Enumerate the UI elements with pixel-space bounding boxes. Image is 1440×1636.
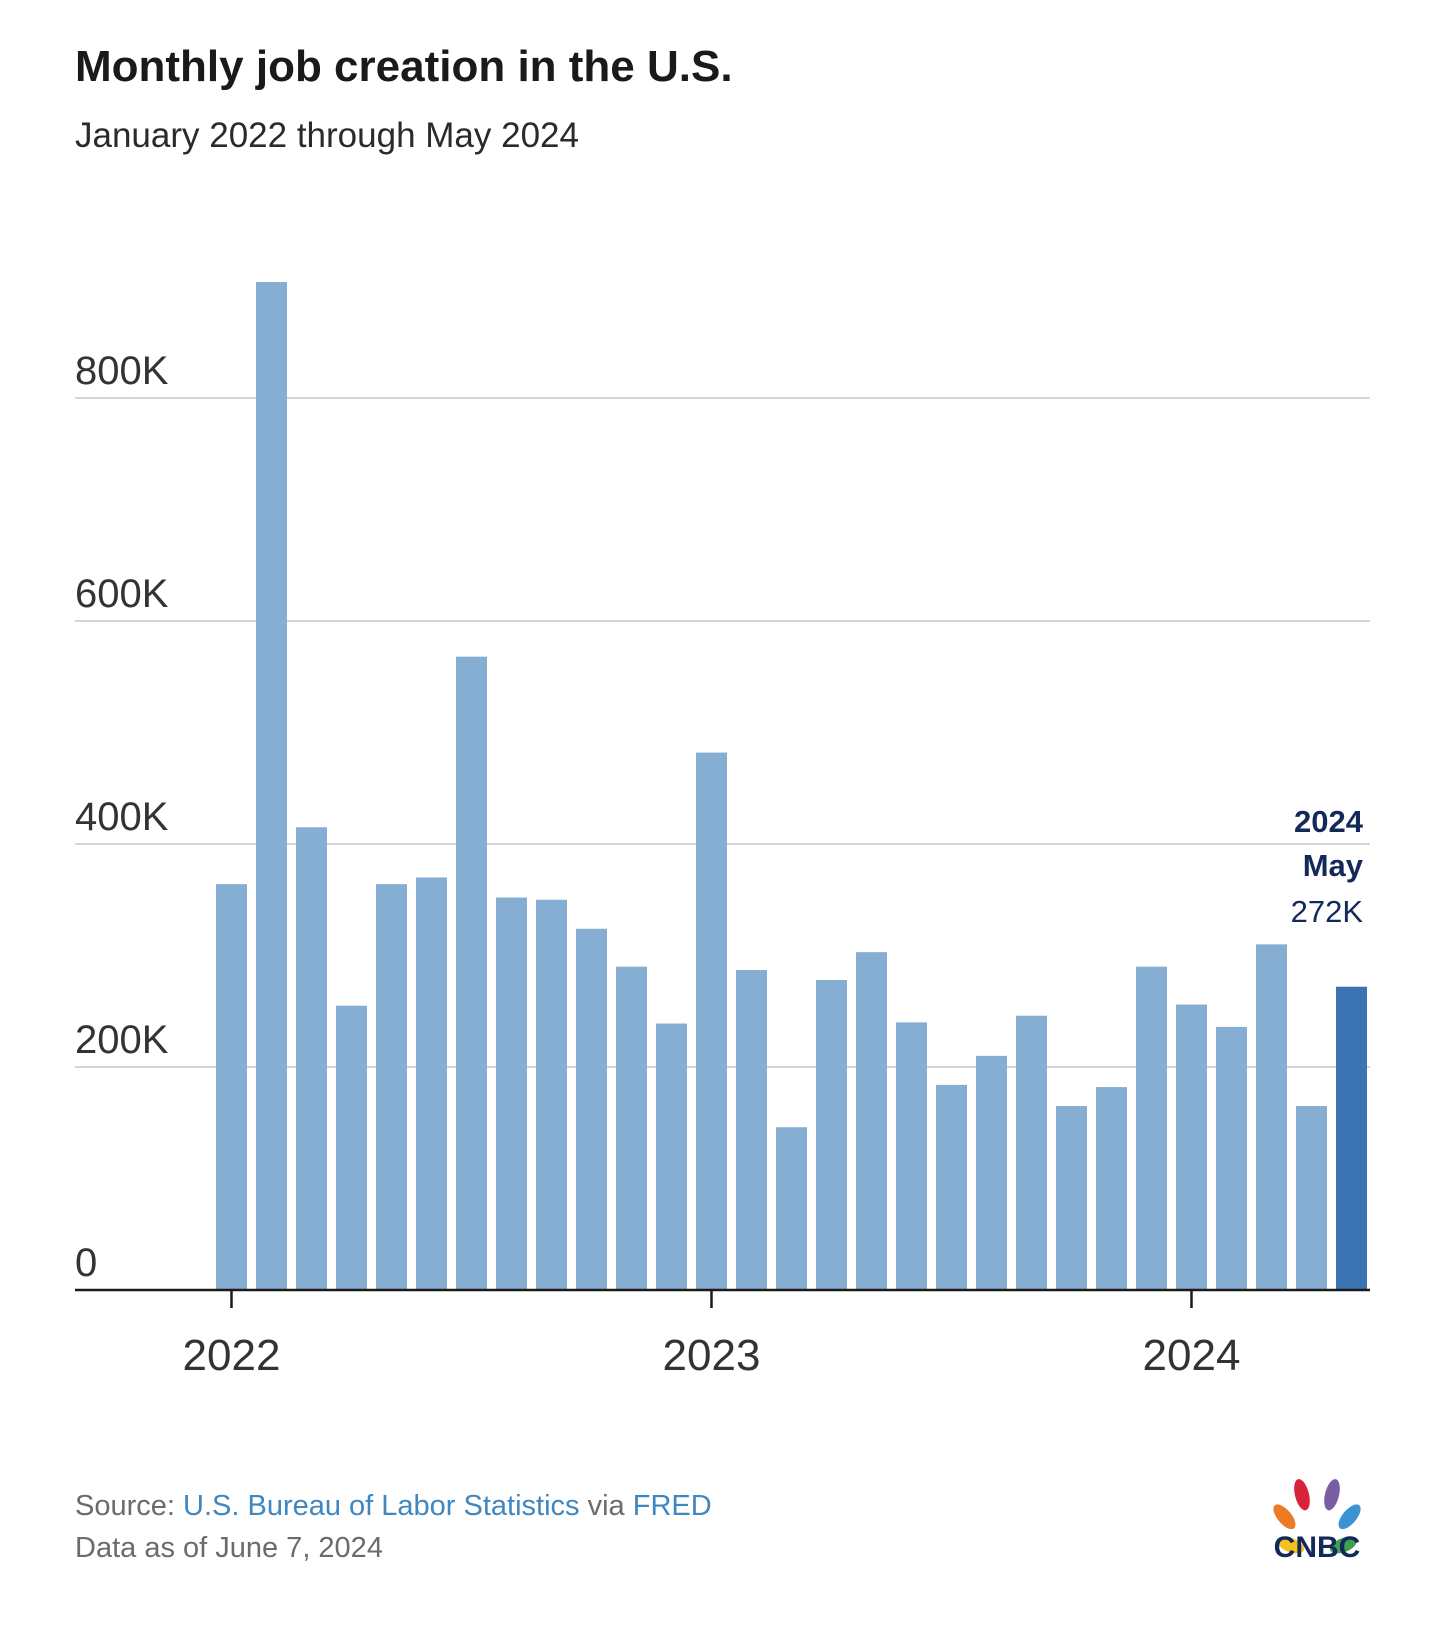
bar-jun-2022 xyxy=(416,877,447,1290)
bar-apr-2023 xyxy=(816,980,847,1290)
bar-mar-2024 xyxy=(1256,944,1287,1290)
bar-jul-2022 xyxy=(456,656,487,1290)
bar-apr-2022 xyxy=(336,1005,367,1290)
data-date: Data as of June 7, 2024 xyxy=(75,1532,383,1564)
bar-oct-2023 xyxy=(1056,1106,1087,1290)
bar-nov-2023 xyxy=(1096,1087,1127,1290)
chart-footer: Source: U.S. Bureau of Labor Statistics … xyxy=(75,1485,712,1569)
bar-jan-2023 xyxy=(696,752,727,1290)
bar-jan-2022 xyxy=(216,884,247,1290)
y-tick-label: 200K xyxy=(75,1018,169,1062)
bar-chart: 0 200K 400K 600K 800K 2022 2023 2024 2024 May 272… xyxy=(75,282,1370,1380)
bar-may-2023 xyxy=(856,952,887,1290)
bar-aug-2022 xyxy=(496,897,527,1290)
y-tick-label: 0 xyxy=(75,1241,97,1285)
bar-sep-2023 xyxy=(1016,1015,1047,1290)
annotation-month: May xyxy=(1303,848,1364,883)
source-line: Source: U.S. Bureau of Labor Statistics … xyxy=(75,1485,712,1527)
x-tick-label: 2022 xyxy=(183,1331,281,1380)
bar-mar-2023 xyxy=(776,1127,807,1290)
chart-title: Monthly job creation in the U.S. xyxy=(75,42,733,91)
bar-aug-2023 xyxy=(976,1055,1007,1290)
bar-mar-2022 xyxy=(296,827,327,1290)
source-label: Source: xyxy=(75,1490,175,1522)
cnbc-logo: CNBC xyxy=(1273,1479,1361,1562)
bar-dec-2023 xyxy=(1136,966,1167,1290)
chart-subtitle: January 2022 through May 2024 xyxy=(75,116,579,155)
via-label: via xyxy=(587,1490,625,1522)
bar-oct-2022 xyxy=(576,928,607,1290)
x-tick-label: 2024 xyxy=(1143,1331,1241,1380)
x-tick-label: 2023 xyxy=(663,1331,761,1380)
bar-feb-2024 xyxy=(1216,1026,1247,1290)
bar-may-2022 xyxy=(376,884,407,1290)
bar-jul-2023 xyxy=(936,1084,967,1290)
bar-sep-2022 xyxy=(536,899,567,1290)
y-tick-label: 800K xyxy=(75,349,169,393)
bar-jan-2024 xyxy=(1176,1004,1207,1290)
bar-may-2024 xyxy=(1336,986,1367,1290)
y-tick-label: 600K xyxy=(75,572,169,616)
tick-labels: 0 200K 400K 600K 800K 2022 2023 2024 xyxy=(75,349,1240,1380)
annotation-year: 2024 xyxy=(1294,804,1364,839)
cnbc-wordmark: CNBC xyxy=(1274,1531,1361,1562)
annotation-value: 272K xyxy=(1291,894,1364,929)
peacock-icon xyxy=(1273,1479,1361,1554)
bar-apr-2024 xyxy=(1296,1106,1327,1290)
source-site-link[interactable]: FRED xyxy=(632,1490,712,1522)
bar-jun-2023 xyxy=(896,1022,927,1290)
source-org-link[interactable]: U.S. Bureau of Labor Statistics xyxy=(183,1490,580,1522)
annotation: 2024 May 272K xyxy=(1291,804,1364,929)
bar-feb-2023 xyxy=(736,969,767,1290)
bar-feb-2022 xyxy=(256,282,287,1290)
axes xyxy=(75,1288,1370,1308)
bar-dec-2022 xyxy=(656,1023,687,1290)
bars xyxy=(216,282,1367,1290)
bar-nov-2022 xyxy=(616,966,647,1290)
y-tick-label: 400K xyxy=(75,795,169,839)
